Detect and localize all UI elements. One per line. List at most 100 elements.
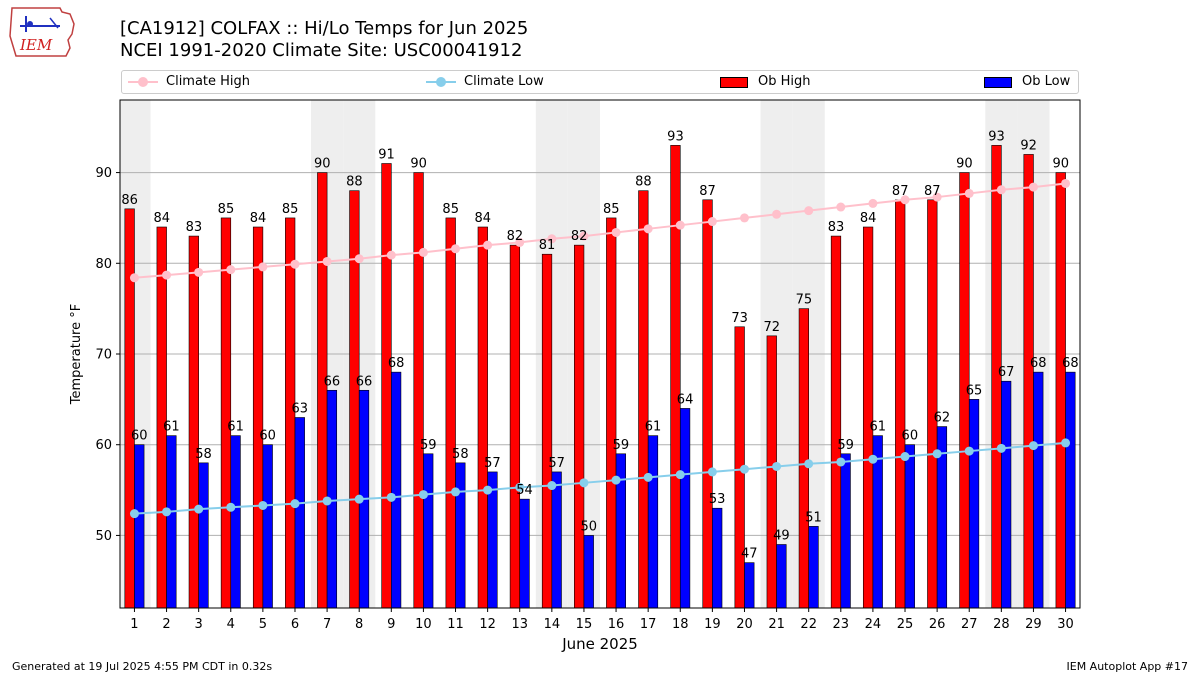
climate-low-point — [322, 496, 332, 506]
data-label-ob-high: 85 — [282, 202, 299, 217]
data-label-ob-high: 88 — [346, 175, 363, 190]
climate-high-point — [515, 237, 525, 247]
data-label-ob-high: 90 — [314, 157, 331, 172]
data-label-ob-low: 59 — [613, 438, 630, 453]
legend-item-climate-high: Climate High — [128, 74, 250, 90]
x-tick-label: 2 — [162, 617, 170, 632]
data-label-ob-high: 84 — [250, 211, 267, 226]
bar-ob-low — [423, 453, 434, 609]
data-label-ob-low: 54 — [516, 483, 533, 498]
climate-low-point — [354, 494, 364, 504]
logo-text: IEM — [19, 36, 53, 54]
bar-ob-high — [606, 217, 617, 609]
climate-high-point — [964, 188, 974, 198]
bar-ob-high — [830, 235, 842, 609]
climate-high-point — [1061, 178, 1071, 188]
climate-high-point — [675, 220, 685, 230]
data-label-ob-low: 57 — [484, 456, 501, 471]
data-label-ob-high: 85 — [442, 202, 459, 217]
legend-swatch-ob-low — [984, 76, 1012, 88]
bar-ob-low — [1001, 380, 1012, 609]
climate-high-point — [386, 250, 396, 260]
bar-ob-high — [1023, 154, 1034, 609]
bar-ob-high — [124, 208, 135, 609]
bar-ob-high — [413, 172, 424, 609]
climate-low-point — [739, 464, 749, 474]
data-label-ob-low: 65 — [966, 383, 983, 398]
chart-title: [CA1912] COLFAX :: Hi/Lo Temps for Jun 2… — [120, 18, 529, 39]
bar-ob-low — [776, 544, 787, 609]
bar-ob-low — [840, 453, 851, 609]
climate-high-point — [868, 198, 878, 208]
legend-label-ob-high: Ob High — [758, 74, 811, 89]
x-tick-label: 17 — [640, 617, 657, 632]
data-label-ob-low: 57 — [548, 456, 565, 471]
data-label-ob-low: 61 — [163, 420, 180, 435]
bar-ob-high — [798, 308, 809, 609]
climate-low-line — [134, 441, 1066, 515]
climate-low-point — [964, 446, 974, 456]
data-label-ob-high: 93 — [667, 129, 684, 144]
data-label-ob-high: 83 — [186, 220, 203, 235]
x-tick-label: 25 — [897, 617, 914, 632]
bar-ob-low — [551, 471, 562, 609]
data-label-ob-low: 61 — [645, 420, 662, 435]
data-label-ob-low: 68 — [1030, 356, 1047, 371]
x-tick-label: 14 — [544, 617, 561, 632]
bar-ob-high — [252, 226, 264, 609]
data-label-ob-high: 83 — [828, 220, 845, 235]
x-tick-label: 19 — [704, 617, 721, 632]
climate-high-point — [836, 202, 846, 212]
x-tick-label: 24 — [865, 617, 882, 632]
climate-low-point — [643, 472, 653, 482]
climate-low-point — [836, 457, 846, 467]
x-tick-label: 8 — [355, 617, 363, 632]
bar-ob-low — [904, 444, 915, 609]
data-label-ob-high: 90 — [956, 157, 973, 172]
iem-logo: IEM — [9, 7, 75, 57]
x-tick-label: 16 — [608, 617, 625, 632]
bar-ob-high — [509, 244, 521, 609]
legend-item-climate-low: Climate Low — [426, 74, 544, 90]
data-label-ob-low: 59 — [837, 438, 854, 453]
climate-high-point — [194, 267, 204, 277]
x-tick-label: 15 — [576, 617, 593, 632]
app-footer: IEM Autoplot App #17 — [1066, 660, 1189, 673]
climate-high-point — [739, 213, 749, 223]
climate-high-point — [772, 209, 782, 219]
climate-low-point — [932, 449, 942, 459]
bar-ob-low — [583, 535, 594, 609]
bar-ob-low — [1065, 371, 1076, 609]
bar-ob-low — [294, 417, 305, 609]
y-tick-label: 60 — [95, 438, 112, 453]
bar-ob-low — [808, 526, 819, 609]
data-label-ob-high: 84 — [475, 211, 492, 226]
legend-swatch-climate-high — [128, 74, 158, 90]
bar-ob-low — [647, 435, 659, 609]
data-label-ob-high: 87 — [699, 184, 716, 199]
data-label-ob-low: 67 — [998, 365, 1015, 380]
climate-high-point — [354, 254, 364, 264]
bar-ob-high — [349, 190, 360, 609]
legend-swatch-ob-high — [720, 76, 748, 88]
climate-low-point — [451, 487, 461, 497]
x-tick-label: 21 — [768, 617, 785, 632]
climate-low-point — [579, 478, 589, 488]
climate-low-point — [290, 499, 300, 509]
climate-low-point — [611, 475, 621, 485]
legend-item-ob-low: Ob Low — [984, 74, 1070, 90]
x-tick-label: 7 — [323, 617, 331, 632]
x-tick-label: 13 — [511, 617, 528, 632]
climate-high-point — [547, 234, 557, 244]
legend-swatch-climate-low — [426, 74, 456, 90]
climate-high-point — [129, 273, 139, 283]
data-label-ob-low: 68 — [388, 356, 405, 371]
data-label-ob-high: 90 — [1052, 157, 1069, 172]
bar-ob-high — [541, 253, 553, 609]
legend-label-ob-low: Ob Low — [1022, 74, 1071, 89]
data-label-ob-high: 72 — [763, 320, 780, 335]
x-tick-label: 6 — [291, 617, 299, 632]
bar-ob-high — [445, 217, 456, 609]
y-tick-label: 70 — [95, 348, 112, 363]
climate-low-point — [707, 467, 717, 477]
